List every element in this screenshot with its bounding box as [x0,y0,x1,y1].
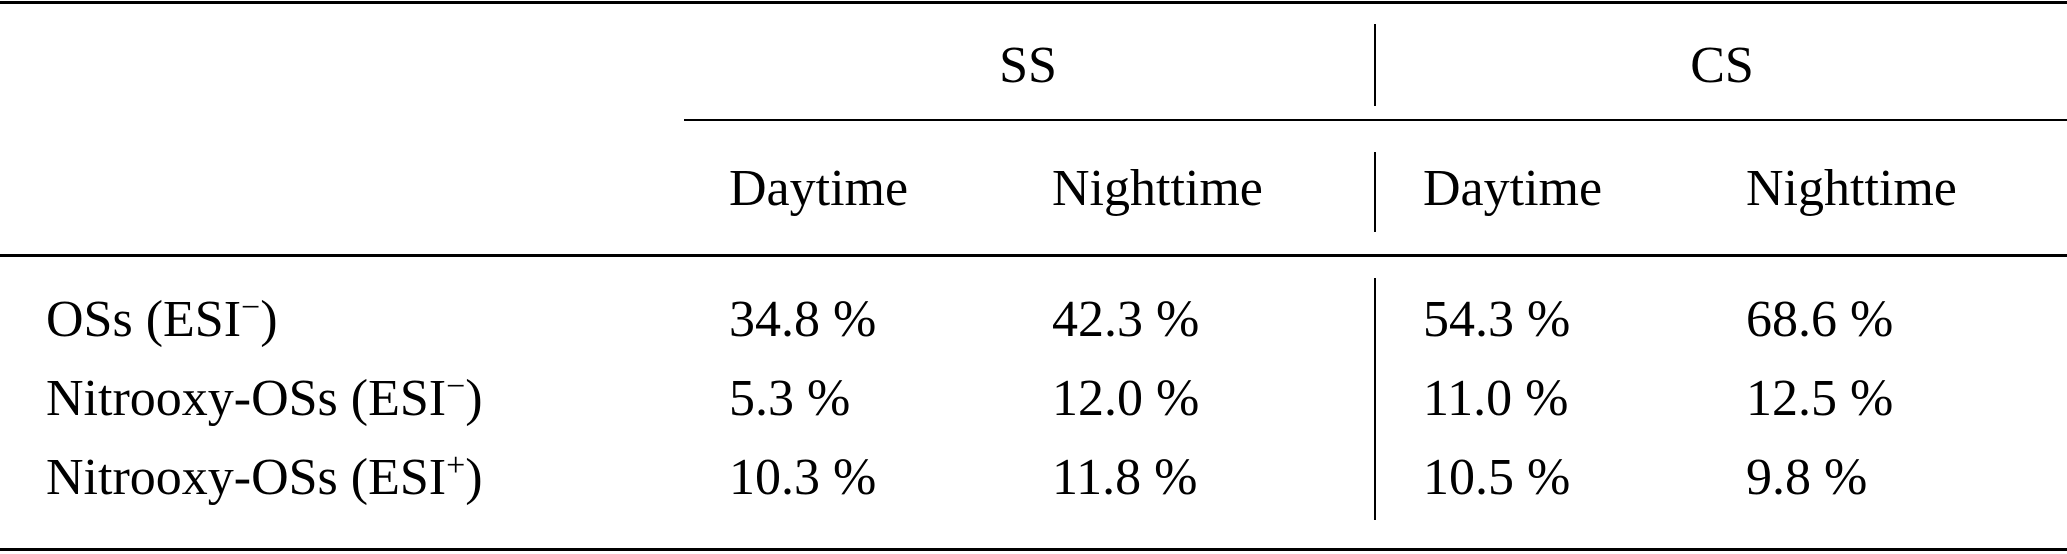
subheader-cs-nighttime: Nighttime [1746,160,1957,217]
mid-rule [0,254,2067,257]
cell: 11.8 % [1052,449,1198,506]
cell: 54.3 % [1423,291,1571,348]
group-header-ss: SS [999,37,1057,94]
cell: 10.3 % [729,449,877,506]
cell: 9.8 % [1746,449,1868,506]
cell: 12.5 % [1746,370,1894,427]
cell: 68.6 % [1746,291,1894,348]
cell: 11.0 % [1423,370,1569,427]
row-label: OSs (ESI−) [46,289,278,348]
group-header-cs: CS [1690,37,1754,94]
vertical-divider [1374,152,1376,232]
vertical-divider [1374,24,1376,106]
cell: 5.3 % [729,370,851,427]
subheader-ss-daytime: Daytime [729,160,909,217]
row-label: Nitrooxy-OSs (ESI+) [46,447,483,506]
bottom-rule [0,548,2067,551]
group-rule [684,119,2067,121]
row-label: Nitrooxy-OSs (ESI−) [46,368,483,427]
cell: 12.0 % [1052,370,1200,427]
cell: 42.3 % [1052,291,1200,348]
top-rule [0,1,2067,4]
vertical-divider [1374,278,1376,520]
subheader-cs-daytime: Daytime [1423,160,1603,217]
cell: 10.5 % [1423,449,1571,506]
cell: 34.8 % [729,291,877,348]
subheader-ss-nighttime: Nighttime [1052,160,1263,217]
